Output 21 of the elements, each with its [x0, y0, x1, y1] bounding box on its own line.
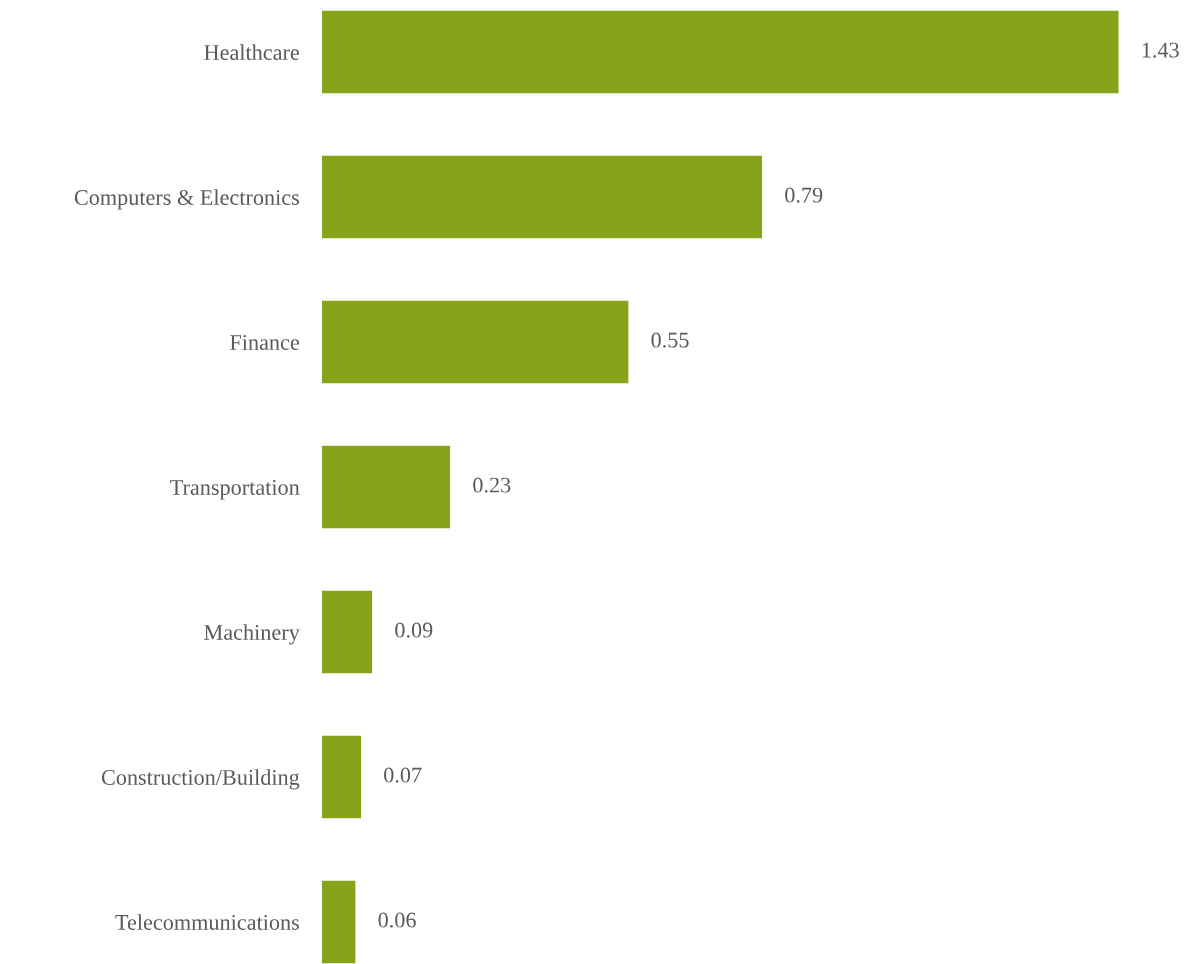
data-label: 0.06 — [378, 912, 416, 928]
y-tick-label: Healthcare — [204, 44, 299, 60]
bar — [322, 880, 356, 964]
data-label: 1.43 — [1142, 42, 1179, 58]
y-tick-label: Telecommunications — [115, 914, 299, 930]
bar — [322, 590, 373, 674]
data-label: 0.79 — [785, 187, 823, 203]
bar — [322, 735, 361, 819]
y-tick-label: Construction/Building — [101, 769, 300, 790]
bar — [322, 155, 763, 239]
bar — [322, 300, 629, 384]
data-label: 0.23 — [473, 477, 511, 493]
y-tick-label: Transportation — [170, 480, 300, 500]
data-label: 0.55 — [651, 332, 689, 348]
data-label: 0.07 — [384, 767, 422, 783]
y-tick-label: Machinery — [204, 624, 300, 645]
data-label: 0.09 — [395, 622, 433, 638]
bar — [322, 10, 1119, 94]
y-tick-label: Computers & Electronics — [74, 189, 299, 210]
bar — [322, 445, 451, 529]
y-tick-label: Finance — [230, 335, 300, 350]
